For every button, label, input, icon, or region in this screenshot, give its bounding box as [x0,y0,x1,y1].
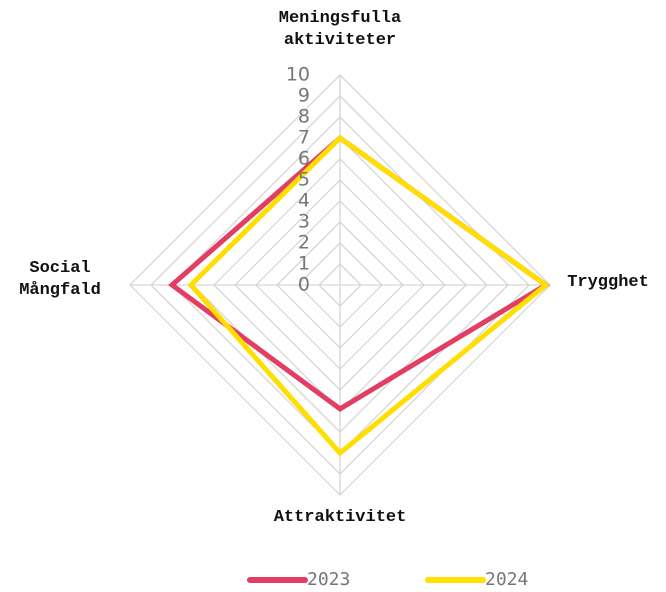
tick-label: 3 [298,211,310,233]
tick-label: 1 [298,253,310,275]
legend-label: 2024 [485,569,528,590]
tick-label: 9 [298,85,310,107]
tick-label: 6 [298,148,310,170]
tick-label: 8 [298,106,310,128]
tick-label: 2 [298,232,310,254]
tick-label: 7 [298,127,310,149]
tick-label: 5 [298,169,310,191]
legend-label: 2023 [307,569,350,590]
category-label: Meningsfulla aktiviteter [278,9,402,50]
tick-label: 0 [298,274,310,296]
tick-label: 4 [298,190,310,212]
category-label: Social Mångfald [19,259,101,300]
category-label: Trygghet [567,273,649,292]
category-label: Attraktivitet [273,508,407,527]
series-line [187,134,550,457]
tick-label: 10 [286,64,310,86]
